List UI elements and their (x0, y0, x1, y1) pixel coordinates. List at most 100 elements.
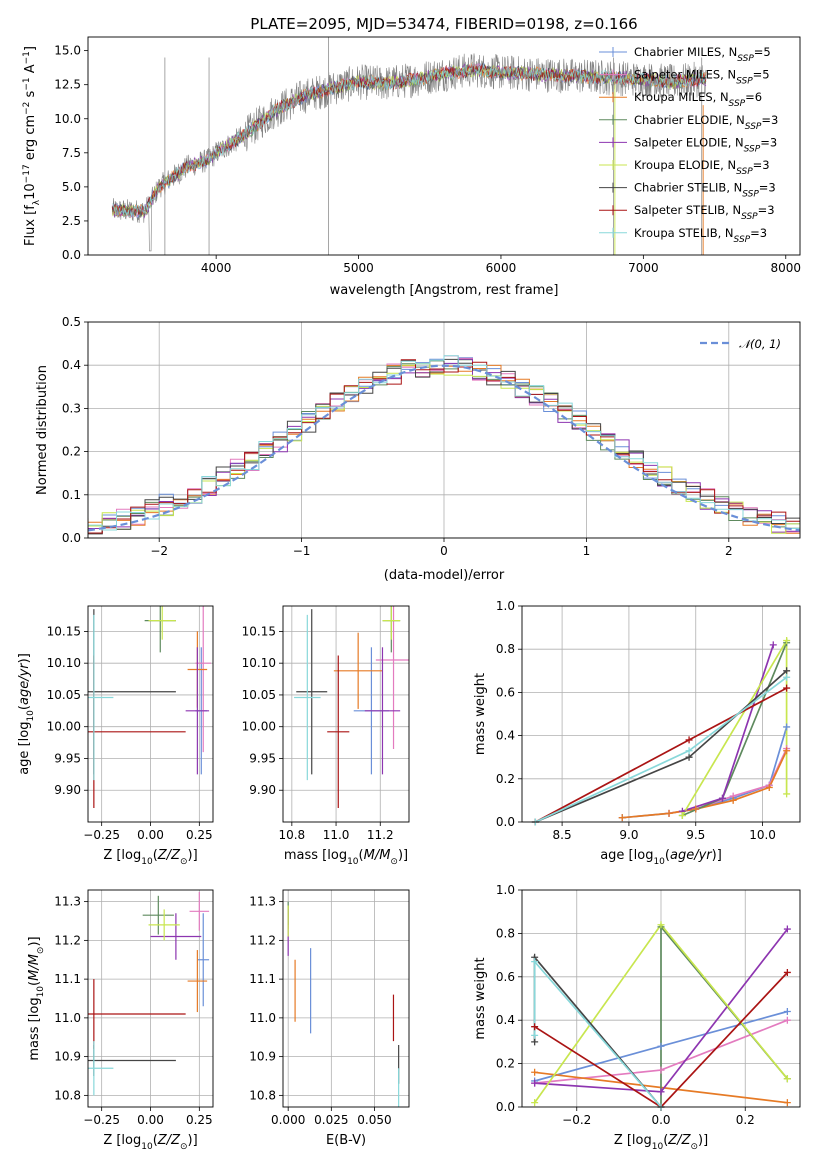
series-marker (531, 1068, 539, 1076)
x-tick-label: 7000 (628, 261, 659, 275)
y-tick-label: 0.2 (62, 445, 81, 459)
series-marker (765, 783, 773, 791)
x-tick-label: 0.000 (271, 1113, 305, 1127)
x-axis-label: wavelength [Angstrom, rest frame] (330, 283, 559, 298)
x-tick-label: 10.0 (749, 828, 776, 842)
series-marker (531, 1023, 539, 1031)
x-tick-label: 8.5 (553, 828, 572, 842)
plot-area (88, 890, 213, 1107)
panel-mass_weight_vs_Z: −0.2 0.0 0.2 0.0 0.2 0.4 0.6 0.8 1.0 (496, 883, 801, 1127)
y-tick-label: 5.0 (62, 180, 81, 194)
y-tick-label: 10.8 (249, 1088, 276, 1102)
y-tick-label: 11.0 (54, 1011, 81, 1025)
y-tick-label: 10.8 (54, 1088, 81, 1102)
y-tick-label: 0.0 (496, 1100, 515, 1114)
series-marker (783, 747, 791, 755)
axes-frame (521, 605, 801, 823)
panel-spectrum: 4000 5000 6000 7000 8000 0.0 2.5 5.0 7.5 10.0 12.5… (54, 36, 801, 275)
series-marker (665, 809, 673, 817)
y-axis-label: age [log10(age/yr)] (17, 653, 36, 775)
model-spectrum (111, 63, 707, 219)
series-marker (783, 1099, 791, 1107)
y-tick-label: 11.1 (54, 972, 81, 986)
y-tick-label: 10.15 (47, 624, 81, 638)
panel-age_vs_mass: 10.8 11.0 11.2 9.90 9.95 10.00 10.05 10.10 10.15 (242, 605, 410, 842)
axes-frame (87, 889, 214, 1108)
y-tick-label: 10.10 (47, 656, 81, 670)
y-tick-label: 15.0 (54, 44, 81, 58)
axes-frame (521, 889, 801, 1108)
x-tick-label: 0.025 (314, 1113, 348, 1127)
x-tick-label: −0.25 (83, 1113, 120, 1127)
x-axis-label: Z [log10(Z/Z⊙)] (614, 1133, 708, 1152)
y-tick-label: 0.6 (496, 685, 515, 699)
y-tick-label: 0.0 (496, 815, 515, 829)
series-marker (657, 1066, 665, 1074)
y-tick-label: 0.1 (62, 488, 81, 502)
series-marker (692, 805, 700, 813)
series-marker (685, 753, 693, 761)
y-tick-label: 9.90 (249, 783, 276, 797)
series-marker (531, 1031, 539, 1039)
series-marker (718, 794, 726, 802)
x-tick-label: 0.00 (137, 828, 164, 842)
plot-area (283, 606, 409, 822)
legend-label: Chabrier MILES, NSSP=5 (634, 45, 771, 64)
panel-residuals: −2 −1 0 1 2 0.0 0.1 0.2 0.3 0.4 0.5 (62, 315, 801, 558)
x-tick-label: 5000 (343, 261, 374, 275)
x-axis-label: Z [log10(Z/Z⊙)] (103, 848, 197, 867)
y-tick-label: 10.05 (47, 688, 81, 702)
x-axis-label: age [log10(age/yr)] (600, 848, 722, 867)
y-tick-label: 9.90 (54, 783, 81, 797)
x-tick-label: 11.0 (323, 828, 350, 842)
y-tick-label: 10.0 (54, 112, 81, 126)
y-axis-label: mass [log10(M/M⊙)] (27, 936, 46, 1060)
series-marker (783, 667, 791, 675)
series-line (535, 676, 788, 822)
x-tick-label: 10.8 (278, 828, 305, 842)
panel-mass_weight_vs_age: 8.5 9.0 9.5 10.0 0.0 0.2 0.4 0.6 0.8 1.0 (496, 599, 801, 842)
normal-curve (88, 364, 800, 532)
y-tick-label: 10.00 (242, 720, 276, 734)
model-spectrum (111, 61, 707, 218)
x-tick-label: 1 (583, 544, 591, 558)
x-tick-label: 0.25 (186, 1113, 213, 1127)
legend-label: 𝒩(0, 1) (739, 337, 781, 351)
series-marker (685, 747, 693, 755)
x-tick-label: 9.5 (686, 828, 705, 842)
y-tick-label: 11.3 (249, 895, 276, 909)
series-marker (783, 968, 791, 976)
y-tick-label: 2.5 (62, 214, 81, 228)
x-tick-label: 0.25 (186, 828, 213, 842)
y-tick-label: 0.5 (62, 315, 81, 329)
y-tick-label: 0.8 (496, 642, 515, 656)
x-tick-label: 0.2 (736, 1113, 755, 1127)
x-axis-label: mass [log10(M/M⊙)] (284, 848, 408, 867)
y-tick-label: 0.3 (62, 401, 81, 415)
series-marker (685, 736, 693, 744)
series-marker (618, 814, 626, 822)
series-marker (531, 1038, 539, 1046)
legend-label: Salpeter ELODIE, NSSP=3 (634, 135, 777, 154)
x-tick-label: 0 (440, 544, 448, 558)
y-tick-label: 11.0 (249, 1011, 276, 1025)
y-tick-label: 0.2 (496, 1057, 515, 1071)
legend-label: Kroupa ELODIE, NSSP=3 (634, 158, 770, 177)
y-tick-label: 0.2 (496, 772, 515, 786)
y-tick-label: 10.15 (242, 624, 276, 638)
x-axis-label: Z [log10(Z/Z⊙)] (103, 1133, 197, 1152)
axes-frame (87, 605, 214, 823)
x-tick-label: 0.0 (651, 1113, 670, 1127)
series-marker (783, 684, 791, 692)
y-tick-label: 11.3 (54, 895, 81, 909)
legend-label: Chabrier STELIB, NSSP=3 (634, 181, 776, 200)
x-tick-label: 2 (725, 544, 733, 558)
series-marker (783, 925, 791, 933)
y-tick-label: 0.8 (496, 926, 515, 940)
x-tick-label: −2 (150, 544, 168, 558)
legend-label: Salpeter STELIB, NSSP=3 (634, 203, 775, 222)
legend-label: Salpeter MILES, NSSP=5 (634, 68, 770, 87)
series-marker (783, 1008, 791, 1016)
series-marker (657, 921, 665, 929)
